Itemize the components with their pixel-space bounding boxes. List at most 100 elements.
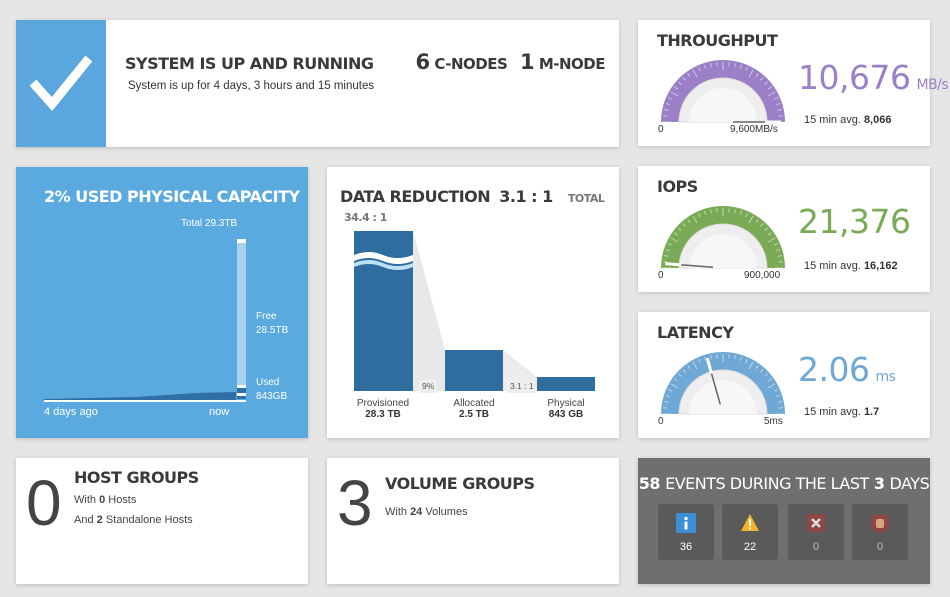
allocated-value: 2.5 TB [458, 409, 489, 420]
error-events-button[interactable]: 0 [788, 504, 844, 560]
critical-icon [871, 514, 889, 532]
info-count: 36 [679, 541, 693, 553]
latency-number: 2.06 [798, 350, 870, 389]
hosts-suffix: Hosts [108, 494, 137, 506]
reduction-title-text: DATA REDUCTION [340, 187, 491, 206]
status-title: SYSTEM IS UP AND RUNNING [125, 54, 374, 73]
iops-gauge [661, 206, 785, 269]
capacity-total: Total 29.3TB [181, 218, 238, 229]
checkmark-icon [16, 20, 106, 147]
bar-label-provisioned: Provisioned 28.3 TB [343, 398, 423, 420]
volumes-suffix: Volumes [425, 506, 468, 518]
physical-value: 843 GB [548, 409, 584, 420]
latency-title: LATENCY [657, 323, 734, 342]
capacity-chart [44, 239, 246, 402]
reduction-total-label: TOTAL [567, 192, 605, 205]
standalone-suffix: Standalone Hosts [105, 514, 193, 526]
events-title: 58 EVENTS DURING THE LAST 3 DAYS [638, 474, 930, 493]
latency-avg-value: 1.7 [863, 406, 880, 418]
critical-count: 0 [876, 541, 884, 553]
host-groups-line2: And 2 Standalone Hosts [74, 514, 193, 526]
iops-min: 0 [658, 270, 664, 281]
x-start-label: 4 days ago [44, 406, 98, 418]
throughput-avg-value: 8,066 [863, 114, 892, 126]
bar-physical [537, 377, 595, 391]
hosts-count: 0 [99, 494, 106, 506]
latency-max: 5ms [764, 416, 783, 427]
m-nodes-count: 1 [519, 50, 535, 74]
throughput-avg-label: 15 min avg. [804, 114, 861, 126]
bar-label-physical: Physical 843 GB [526, 398, 606, 420]
host-groups-title: HOST GROUPS [74, 468, 199, 487]
physical-label: Physical [547, 398, 585, 409]
throughput-title: THROUGHPUT [657, 31, 778, 50]
latency-avg-label: 15 min avg. [804, 406, 861, 418]
standalone-prefix: And [74, 514, 94, 526]
allocated-label: Allocated [453, 398, 495, 409]
used-area [44, 392, 236, 401]
throughput-value: 10,676 MB/s [798, 58, 949, 97]
provisioned-value: 28.3 TB [365, 409, 401, 420]
events-count: 58 [638, 474, 661, 493]
volumes-count: 24 [410, 506, 423, 518]
error-icon [807, 514, 825, 532]
volume-groups-card[interactable]: 3 VOLUME GROUPS With 24 Volumes [327, 458, 619, 584]
free-label: Free [256, 311, 277, 322]
host-groups-card[interactable]: 0 HOST GROUPS With 0 Hosts And 2 Standal… [16, 458, 308, 584]
latency-avg: 15 min avg. 1.7 [804, 406, 879, 418]
latency-gauge [661, 352, 785, 415]
iops-title: IOPS [657, 177, 698, 196]
info-icon [676, 513, 696, 533]
host-groups-count: 0 [26, 467, 62, 539]
reduction-title: DATA REDUCTION 3.1 : 1 TOTAL 34.4 : 1 [340, 187, 619, 225]
iops-max: 900,000 [744, 270, 781, 281]
x-end-label: now [209, 406, 230, 418]
c-nodes-count: 6 [415, 50, 431, 74]
throughput-max: 9,600MB/s [730, 124, 778, 135]
error-count: 0 [812, 541, 820, 553]
small-ratio-label: 3.1 : 1 [507, 379, 537, 393]
m-nodes-label: M-NODE [538, 55, 606, 73]
data-reduction-card[interactable]: DATA REDUCTION 3.1 : 1 TOTAL 34.4 : 1 9%… [327, 167, 619, 438]
provisioned-label: Provisioned [356, 398, 410, 409]
uptime-text: System is up for 4 days, 3 hours and 15 … [128, 80, 375, 92]
used-value: 843GB [256, 391, 288, 402]
throughput-gauge [661, 60, 785, 124]
throughput-unit: MB/s [916, 77, 949, 93]
critical-events-button[interactable]: 0 [852, 504, 908, 560]
capacity-title: 2% USED PHYSICAL CAPACITY [44, 187, 300, 206]
throughput-avg: 15 min avg. 8,066 [804, 114, 891, 126]
latency-card[interactable]: LATENCY 0 5ms 2.06 ms 15 min avg. 1.7 [638, 312, 930, 438]
iops-card[interactable]: IOPS 0 900,000 21,376 15 min avg. 16,162 [638, 166, 930, 292]
throughput-card[interactable]: THROUGHPUT 0 9,600MB/s 10,676 MB/s 15 min… [638, 20, 949, 146]
events-card[interactable]: 58 EVENTS DURING THE LAST 3 DAYS 36 22 0 [638, 458, 930, 584]
latency-value: 2.06 ms [798, 350, 896, 389]
info-events-button[interactable]: 36 [658, 504, 714, 560]
latency-min: 0 [658, 416, 664, 427]
warning-events-button[interactable]: 22 [722, 504, 778, 560]
volume-groups-count: 3 [337, 467, 373, 539]
hosts-prefix: With [74, 494, 96, 506]
standalone-count: 2 [96, 514, 103, 526]
node-counts: 6 C-NODES 1 M-NODE [408, 50, 606, 74]
bar-label-allocated: Allocated 2.5 TB [434, 398, 514, 420]
system-status-card: SYSTEM IS UP AND RUNNING System is up fo… [16, 20, 619, 147]
iops-avg-value: 16,162 [863, 260, 898, 272]
warning-icon [741, 514, 759, 531]
used-bar [237, 385, 246, 399]
capacity-card[interactable]: 2% USED PHYSICAL CAPACITY Total 29.3TB F… [16, 167, 308, 438]
reduction-total-ratio: 34.4 : 1 [344, 211, 387, 224]
volume-groups-title: VOLUME GROUPS [385, 474, 535, 493]
throughput-number: 10,676 [798, 58, 911, 97]
events-middle: EVENTS DURING THE LAST [665, 474, 869, 493]
volumes-prefix: With [385, 506, 407, 518]
c-nodes-label: C-NODES [434, 55, 508, 73]
iops-value: 21,376 [798, 202, 911, 241]
free-value: 28.5TB [256, 325, 289, 336]
events-days-suffix: DAYS [889, 474, 930, 493]
events-days: 3 [873, 474, 885, 493]
latency-unit: ms [875, 369, 896, 385]
free-bar [237, 239, 246, 385]
iops-avg: 15 min avg. 16,162 [804, 260, 898, 272]
iops-avg-label: 15 min avg. [804, 260, 861, 272]
